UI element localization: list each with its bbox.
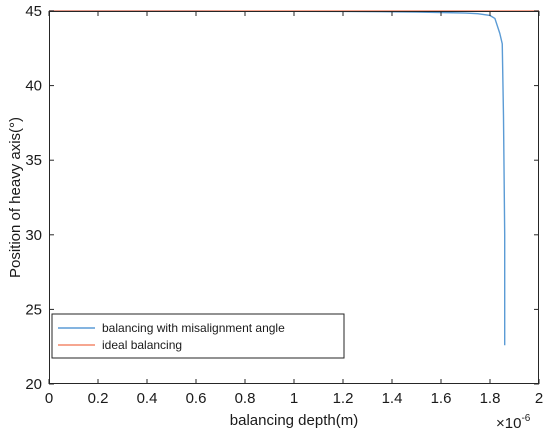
x-tick-label: 0.4 (137, 390, 158, 407)
x-tick-label: 1.4 (382, 390, 403, 407)
x-tick-label: 1.2 (333, 390, 354, 407)
y-tick-label: 45 (25, 3, 42, 20)
x-tick-label: 0.6 (186, 390, 207, 407)
y-tick-label: 30 (25, 227, 42, 244)
x-tick-label: 1.6 (431, 390, 452, 407)
y-tick-label: 25 (25, 301, 42, 318)
x-tick-label: 2 (535, 390, 543, 407)
axis-ticks: 0 0.2 0.4 0.6 0.8 1 1.2 1.4 1.6 1.8 2 20 25 30 35 40 45 (25, 3, 543, 407)
x-tick-label: 0.8 (235, 390, 256, 407)
legend-box (51, 313, 345, 359)
legend-label-0: balancing with misalignment angle (102, 321, 285, 335)
x-axis-exponent-power: -6 (521, 413, 530, 424)
legend: balancing with misalignment angle ideal b… (51, 313, 345, 359)
x-tick-label: 0 (45, 390, 53, 407)
y-axis-label: Position of heavy axis(°) (7, 117, 24, 278)
x-tick-label: 0.2 (88, 390, 109, 407)
y-tick-label: 35 (25, 152, 42, 169)
x-tick-label: 1 (290, 390, 298, 407)
y-tick-label: 40 (25, 78, 42, 95)
x-axis-exponent-base: ×10 (496, 415, 521, 432)
x-axis-label: balancing depth(m) (230, 412, 358, 429)
legend-label-1: ideal balancing (102, 338, 182, 352)
y-tick-label: 20 (25, 376, 42, 393)
x-tick-label: 1.8 (480, 390, 501, 407)
x-axis-exponent: ×10-6 (496, 413, 531, 432)
